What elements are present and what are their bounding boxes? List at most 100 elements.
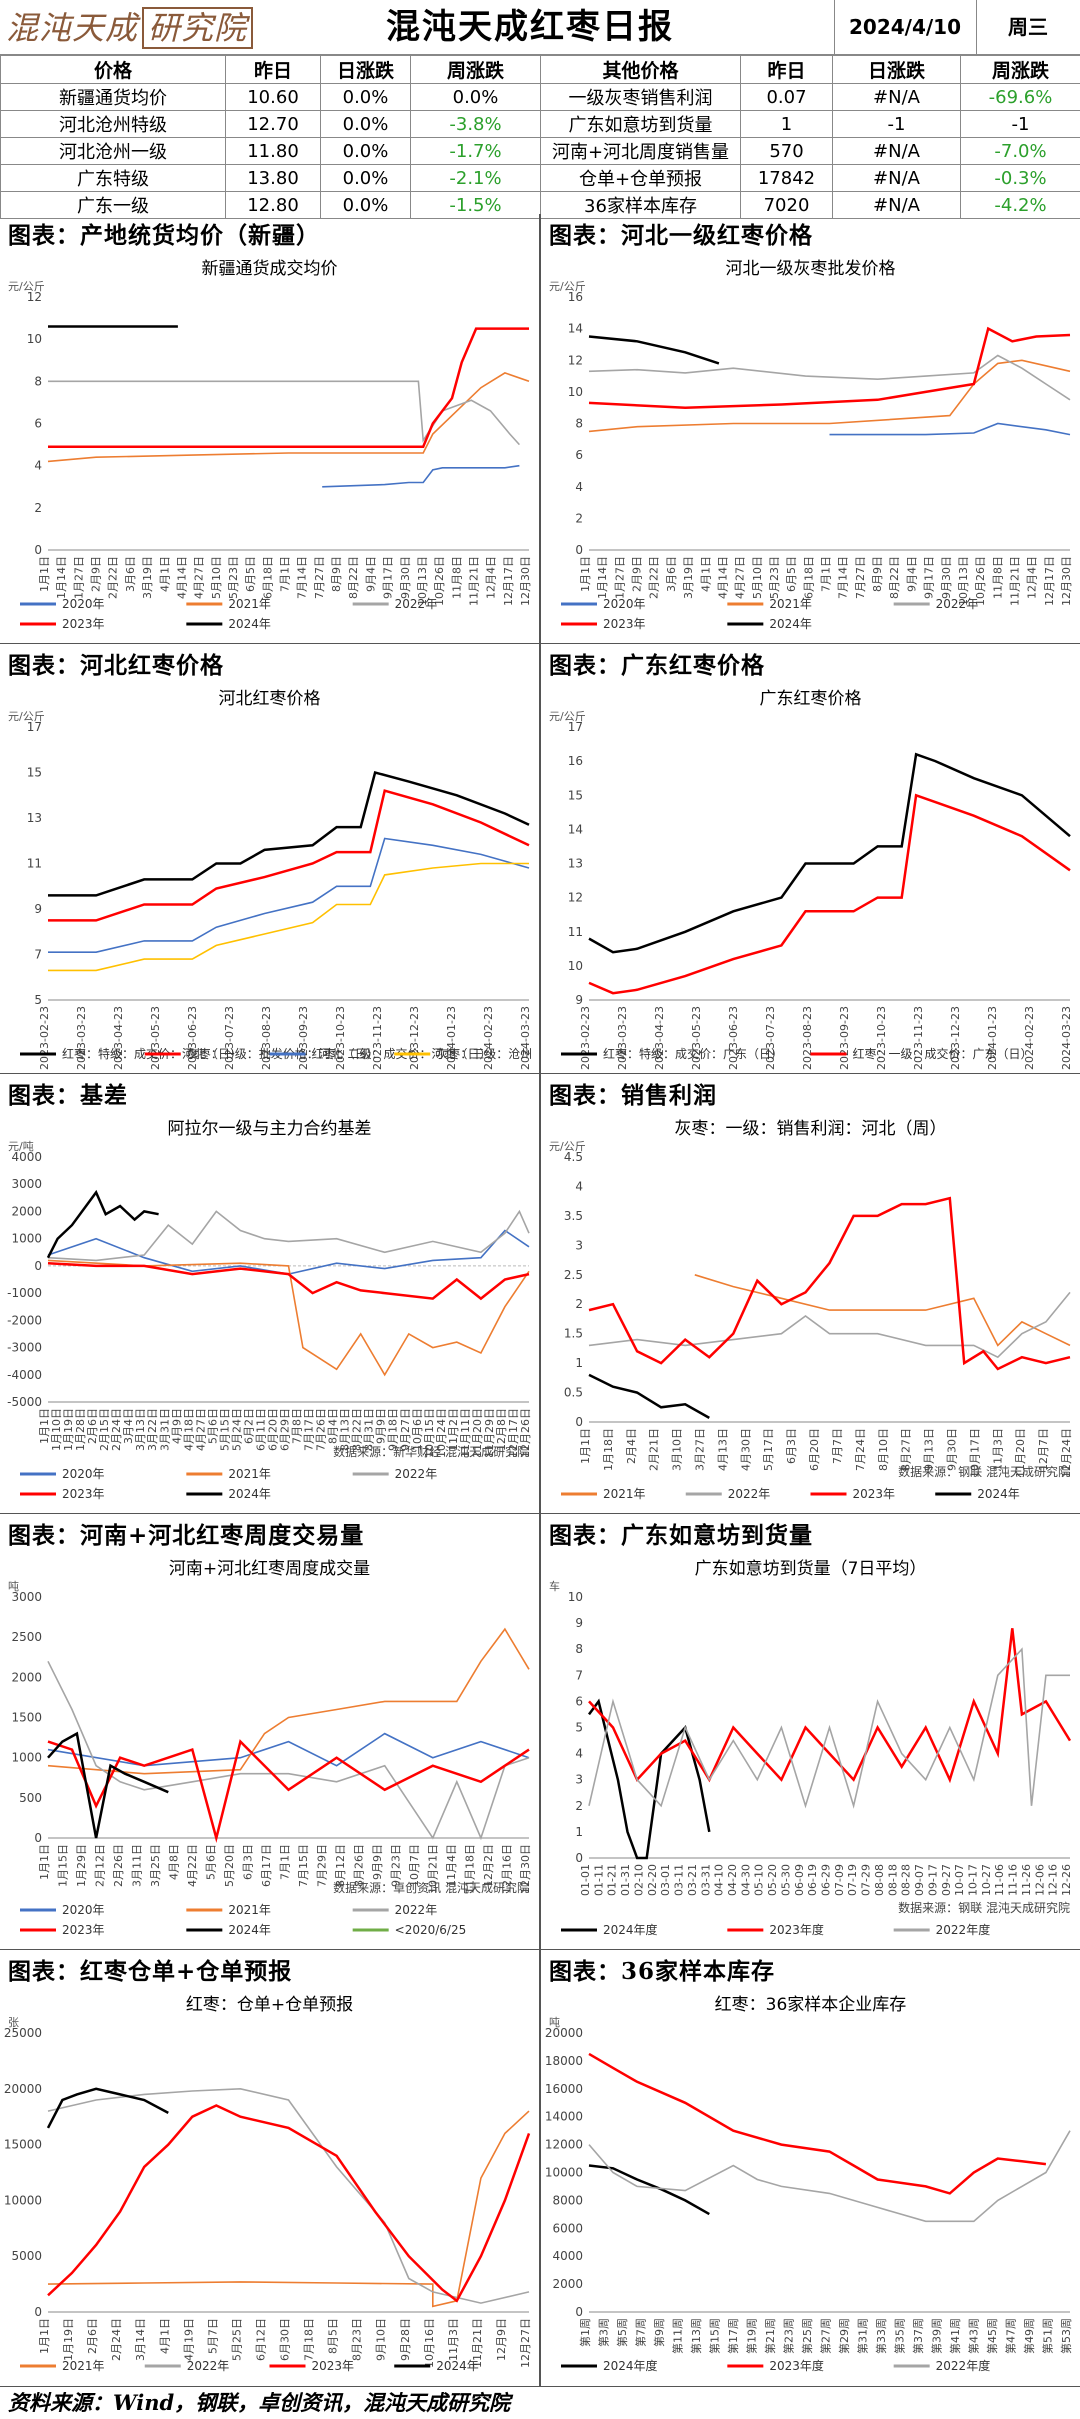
y-tick-label: 2000 (11, 1204, 42, 1218)
y-tick-label: 11 (27, 857, 42, 871)
x-tick-label: 01-11 (592, 1864, 605, 1896)
legend-label: 2022年 (395, 1903, 438, 1917)
x-tick-label: 第51周 (1041, 2318, 1055, 2354)
y-tick-label: 1000 (11, 1232, 42, 1246)
y-tick-label: 13 (568, 857, 583, 871)
x-tick-label: 7月24日 (854, 1428, 867, 1471)
legend-label: 2023年 (603, 617, 646, 631)
y-tick-label: 11 (568, 925, 583, 939)
table-cell: 河北沧州一级 (1, 138, 226, 165)
series-line (48, 1734, 168, 1838)
x-tick-label: 12-26 (1060, 1864, 1073, 1896)
x-tick-label: 4月13日 (716, 1428, 729, 1471)
series-line (322, 466, 519, 487)
y-tick-label: 8 (34, 374, 42, 388)
x-tick-label: 01-01 (579, 1864, 592, 1896)
x-tick-label: 1月1日 (579, 1428, 592, 1464)
x-tick-label: 4月1日 (699, 556, 712, 592)
x-tick-label: 10-17 (966, 1864, 979, 1896)
x-tick-label: 1月1日 (38, 1844, 51, 1880)
y-tick-label: 1 (575, 1825, 583, 1839)
x-tick-label: 第47周 (1004, 2318, 1018, 2354)
x-tick-label: 10月16日 (423, 2318, 436, 2368)
x-tick-label: 2月21日 (648, 1428, 661, 1471)
table-cell: 570 (741, 138, 833, 165)
x-tick-label: 07-19 (846, 1864, 859, 1896)
y-tick-label: -5000 (7, 1395, 42, 1409)
table-cell: 一级灰枣销售利润 (541, 84, 741, 111)
x-tick-label: 2024-03-23 (1060, 1006, 1073, 1070)
y-tick-label: 0 (575, 543, 583, 557)
table-cell: -1 (833, 111, 961, 138)
y-tick-label: 5000 (11, 2249, 42, 2263)
x-tick-label: 8月23日 (351, 2318, 364, 2361)
x-tick-label: 2月24日 (110, 2318, 123, 2361)
y-tick-label: 4 (575, 480, 583, 494)
x-tick-label: 1月1日 (579, 556, 592, 592)
y-tick-label: 3 (575, 1238, 583, 1252)
x-tick-label: 第35周 (893, 2318, 907, 2354)
y-tick-label: 4 (575, 1179, 583, 1193)
series-line (48, 329, 529, 447)
panel-basis: 图表：基差阿拉尔一级与主力合约基差元/吨-5000-4000-3000-2000… (0, 1074, 539, 1514)
x-tick-label: 3月19日 (682, 556, 695, 599)
y-tick-label: 12 (568, 891, 583, 905)
y-tick-label: 12 (27, 290, 42, 304)
y-tick-label: 4 (575, 1747, 583, 1761)
x-tick-label: 06-29 (820, 1864, 833, 1896)
legend-label: 红枣：特级：成交价：广东（日） (603, 1046, 783, 1061)
x-tick-label: 第37周 (911, 2318, 925, 2354)
y-tick-label: 4000 (552, 2249, 583, 2263)
x-tick-label: 4月14日 (716, 556, 729, 599)
y-tick-label: 10000 (4, 2193, 42, 2207)
x-tick-label: 11月21日 (1008, 556, 1021, 606)
series-line (589, 1292, 1070, 1357)
series-line (48, 373, 529, 462)
y-tick-label: 2 (34, 501, 42, 515)
series-line (48, 2106, 529, 2301)
legend-label: 2022年 (395, 597, 438, 611)
x-tick-label: 05-20 (766, 1864, 779, 1896)
legend-label: 2024年 (228, 617, 271, 631)
x-tick-label: 8月5日 (327, 2318, 340, 2354)
x-tick-label: 8月22日 (347, 556, 360, 599)
x-tick-label: 1月15日 (57, 1844, 70, 1887)
x-tick-label: 12月17日 (502, 556, 515, 606)
legend-label: 2024年 (769, 617, 812, 631)
y-tick-label: 6 (34, 417, 42, 431)
x-tick-label: 4月22日 (186, 1844, 199, 1887)
panel-title: 图表：红枣仓单+仓单预报 (8, 1952, 292, 1986)
y-tick-label: 8000 (552, 2193, 583, 2207)
x-tick-label: 3月6日 (665, 556, 678, 592)
chart-title: 广东如意坊到货量（7日平均） (695, 1559, 927, 1579)
legend-label: 2023年 (62, 1923, 105, 1937)
series-line (589, 337, 719, 364)
series-line (589, 2166, 709, 2215)
y-tick-label: 10 (568, 959, 583, 973)
y-tick-label: 3000 (11, 1177, 42, 1191)
table-cell: 仓单+仓单预报 (541, 165, 741, 192)
x-tick-label: 2023-02-23 (38, 1006, 51, 1070)
x-tick-label: 5月25日 (230, 2318, 243, 2361)
series-line (589, 1198, 1070, 1369)
x-tick-label: 6月18日 (261, 556, 274, 599)
series-line (48, 773, 529, 896)
y-tick-label: 16 (568, 754, 583, 768)
x-tick-label: 05-30 (779, 1864, 792, 1896)
x-tick-label: 6月5日 (785, 556, 798, 592)
x-tick-label: 9月9日 (371, 1844, 384, 1880)
series-line (589, 356, 1070, 400)
x-tick-label: 6月20日 (808, 1428, 821, 1471)
x-tick-label: 04-30 (739, 1864, 752, 1896)
x-tick-label: 12月30日 (519, 556, 532, 606)
x-tick-label: 7月1日 (279, 556, 292, 592)
legend-label: 2021年 (603, 1487, 646, 1501)
legend-label: 2022年度 (936, 2358, 991, 2373)
legend-label: 2022年 (728, 1487, 771, 1501)
